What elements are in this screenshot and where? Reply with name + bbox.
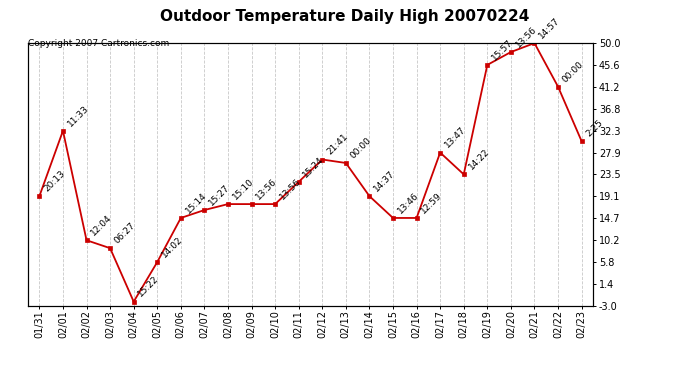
Text: 12:04: 12:04 [89, 213, 114, 237]
Text: 15:27: 15:27 [207, 183, 232, 207]
Text: 06:27: 06:27 [113, 221, 137, 245]
Text: 15:24: 15:24 [302, 154, 326, 179]
Text: 13:56: 13:56 [513, 25, 538, 49]
Text: 20:13: 20:13 [42, 169, 67, 194]
Text: 21:41: 21:41 [325, 132, 350, 157]
Text: Copyright 2007 Cartronics.com: Copyright 2007 Cartronics.com [28, 39, 169, 48]
Text: 14:57: 14:57 [538, 16, 562, 40]
Text: 13:46: 13:46 [396, 190, 420, 215]
Text: 12:59: 12:59 [420, 190, 444, 215]
Text: 14:22: 14:22 [466, 147, 491, 172]
Text: 11:33: 11:33 [66, 104, 90, 128]
Text: 14:02: 14:02 [160, 235, 184, 259]
Text: Outdoor Temperature Daily High 20070224: Outdoor Temperature Daily High 20070224 [160, 9, 530, 24]
Text: 00:00: 00:00 [561, 59, 586, 84]
Text: 13:56: 13:56 [255, 177, 279, 201]
Text: 00:00: 00:00 [348, 135, 373, 160]
Text: 14:37: 14:37 [372, 169, 397, 194]
Text: 15:14: 15:14 [184, 190, 208, 215]
Text: 15:10: 15:10 [230, 177, 255, 201]
Text: 13:56: 13:56 [278, 177, 303, 201]
Text: 13:47: 13:47 [443, 125, 468, 150]
Text: 2:25: 2:25 [584, 118, 605, 138]
Text: 15:57: 15:57 [490, 38, 515, 62]
Text: 15:22: 15:22 [137, 274, 161, 299]
